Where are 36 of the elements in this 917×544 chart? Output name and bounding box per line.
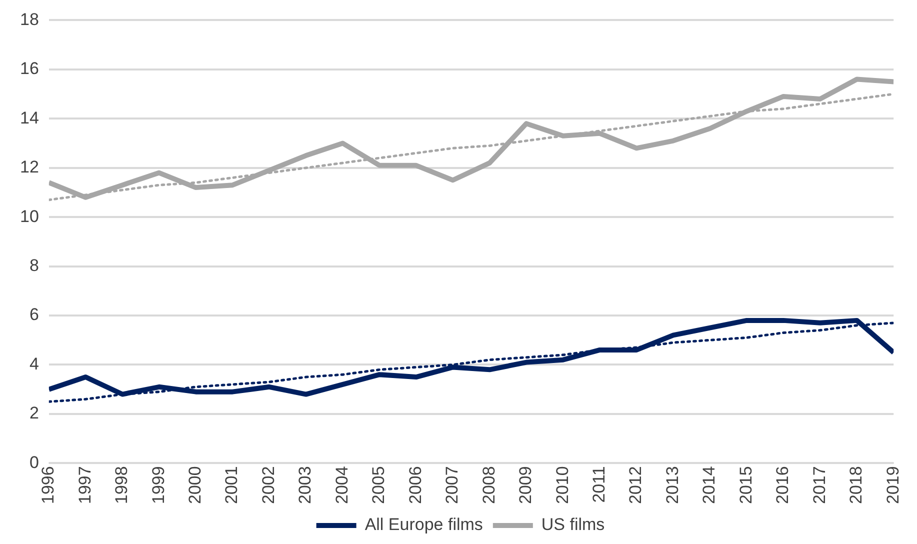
x-tick-label: 2014 (700, 466, 719, 504)
x-tick-label: 2009 (516, 466, 536, 504)
x-tick-label: 2018 (846, 466, 866, 504)
y-tick-label: 12 (20, 158, 39, 177)
x-tick-label: 2011 (589, 466, 608, 503)
x-tick-label: 1997 (75, 466, 94, 504)
y-tick-label: 14 (20, 108, 39, 128)
y-tick-label: 6 (29, 305, 39, 324)
y-tick-label: 18 (20, 10, 39, 29)
x-tick-label: 2003 (296, 466, 315, 504)
x-tick-label: 2001 (222, 466, 242, 504)
x-tick-label: 2012 (626, 466, 646, 504)
y-tick-label: 0 (29, 452, 39, 472)
x-tick-label: 1998 (112, 466, 132, 504)
x-tick-label: 2015 (736, 466, 756, 504)
x-tick-label: 2017 (810, 466, 829, 504)
x-tick-label: 2005 (369, 466, 388, 504)
x-tick-label: 2004 (332, 466, 352, 504)
y-tick-label: 10 (20, 206, 39, 226)
x-tick-label: 2016 (773, 466, 792, 504)
x-tick-label: 2006 (406, 466, 425, 504)
y-tick-label: 2 (29, 404, 39, 423)
x-tick-label: 1996 (38, 466, 58, 504)
legend-label: US films (541, 515, 605, 534)
legend-label: All Europe films (364, 515, 483, 534)
y-tick-label: 4 (29, 354, 39, 374)
x-tick-label: 2008 (479, 466, 498, 504)
x-tick-label: 1999 (148, 466, 168, 504)
y-tick-label: 16 (20, 59, 39, 78)
x-tick-label: 2013 (662, 466, 682, 504)
x-tick-label: 2002 (258, 466, 278, 504)
x-tick-label: 2000 (186, 466, 204, 504)
x-tick-label: 2007 (442, 466, 462, 504)
x-tick-label: 2019 (883, 466, 902, 504)
x-tick-label: 2010 (552, 466, 572, 504)
y-tick-label: 8 (29, 256, 39, 275)
